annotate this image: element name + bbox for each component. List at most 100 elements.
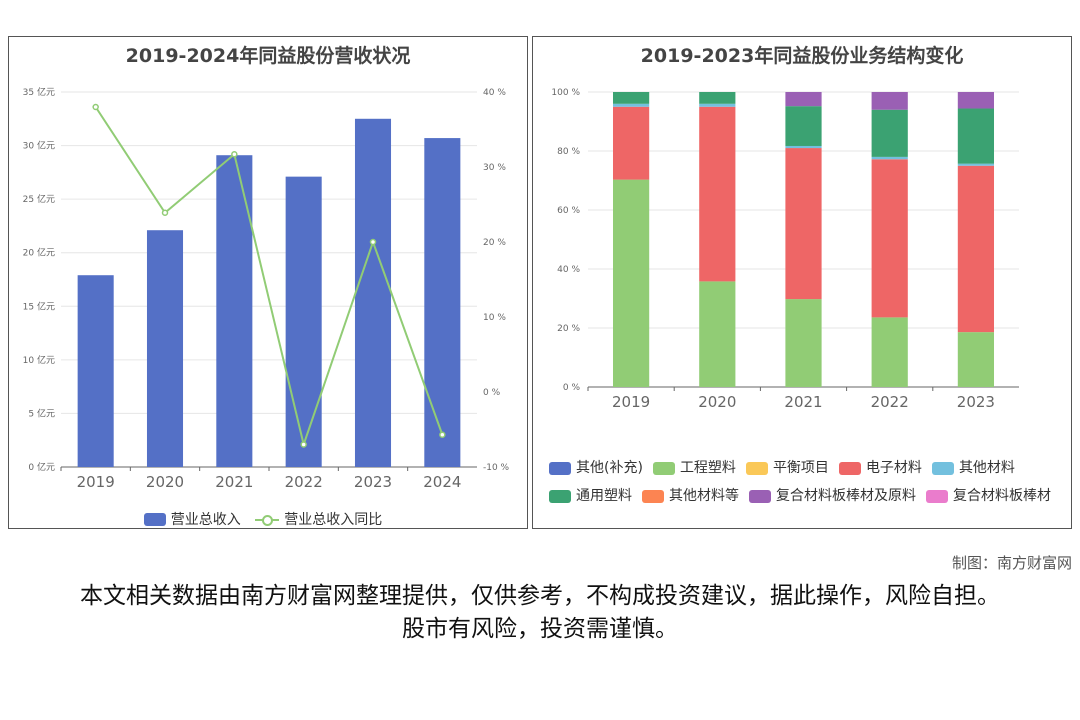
y-left-tick-label: 0 亿元 (28, 461, 55, 473)
legend-label: 电子材料 (865, 460, 922, 476)
legend-item[interactable]: 通用塑料 (549, 484, 632, 509)
stacked-bar-segment (699, 103, 736, 107)
revenue-chart-title: 2019-2024年同益股份营收状况 (125, 45, 411, 67)
legend-swatch (652, 462, 675, 475)
stacked-bar-segment (871, 317, 908, 387)
legend-swatch (926, 490, 948, 503)
legend-swatch (838, 462, 861, 475)
legend-item[interactable]: 平衡项目 (745, 456, 829, 481)
revenue-chart-legend: 营业总收入 营业总收入同比 (9, 509, 527, 530)
stacked-bar-segment (699, 281, 736, 387)
legend-swatch (549, 490, 571, 503)
y-tick-label: 100 % (551, 88, 580, 98)
y-tick-label: 60 % (557, 206, 580, 216)
y-left-tick-label: 25 亿元 (23, 193, 55, 205)
stacked-bar-segment (957, 165, 995, 333)
y-left-tick-label: 10 亿元 (23, 354, 55, 366)
stacked-bar-segment (785, 145, 822, 149)
legend-swatch-revenue-yoy (255, 513, 280, 526)
revenue-chart-panel: 2019-2024年同益股份营收状况 0 亿元 5 亿元 10 亿元 15 亿元 20 … (8, 36, 528, 529)
x-tick-label: 2021 (215, 473, 253, 491)
stacked-bar-segment (871, 92, 908, 110)
stacked-bar-segment (785, 148, 822, 300)
legend-label-revenue: 营业总收入 (170, 512, 241, 528)
stacked-bar-segment (871, 159, 908, 318)
x-tick-label: 2024 (423, 473, 461, 491)
y-left-tick-label: 35 亿元 (23, 86, 55, 98)
stacked-bar-segment (871, 156, 908, 160)
y-right-tick-label: 20 % (483, 238, 506, 248)
x-tick-label: 2021 (784, 393, 822, 411)
legend-item-revenue[interactable]: 营业总收入 (143, 509, 241, 529)
legend-item[interactable]: 其他(补充) (549, 456, 643, 481)
revenue-yoy-point (92, 103, 99, 111)
x-tick-label: 2019 (612, 393, 650, 411)
legend-swatch (549, 462, 571, 475)
stacked-bar-segment (612, 106, 650, 180)
stacked-bar-segment (785, 92, 822, 107)
legend-item[interactable]: 其他材料 (931, 456, 1015, 481)
y-right-tick-label: 10 % (483, 313, 506, 323)
y-right-tick-label: 0 % (483, 388, 501, 398)
legend-label: 其他材料 (958, 460, 1015, 476)
stacked-bar-segment (957, 332, 995, 387)
revenue-yoy-point (439, 431, 446, 438)
stacked-bar-segment (785, 106, 822, 146)
x-tick-label: 2022 (285, 473, 323, 491)
y-left-tick-label: 5 亿元 (28, 407, 55, 419)
stacked-bar-segment (699, 106, 736, 282)
legend-swatch (931, 462, 954, 475)
legend-label-revenue-yoy: 营业总收入同比 (284, 512, 383, 528)
legend-swatch-revenue (143, 512, 166, 526)
stacked-bar-segment (612, 92, 650, 104)
legend-item[interactable]: 复合材料板棒材 (926, 484, 1051, 509)
y-tick-label: 80 % (557, 147, 580, 157)
legend-label: 其他材料等 (669, 488, 739, 504)
legend-item-revenue-yoy[interactable]: 营业总收入同比 (255, 509, 382, 529)
stacked-bar-segment (785, 299, 822, 387)
y-left-tick-label: 15 亿元 (23, 300, 55, 312)
legend-item[interactable]: 其他材料等 (642, 484, 739, 509)
business-structure-chart-title: 2019-2023年同益股份业务结构变化 (640, 45, 964, 67)
revenue-yoy-line (94, 106, 444, 449)
revenue-bar (216, 155, 253, 467)
legend-label: 复合材料板棒材及原料 (776, 488, 916, 504)
chart-credit: 制图：南方财富网 (951, 554, 1072, 572)
stacked-bar-segment (699, 92, 736, 104)
stacked-bar-segment (871, 109, 908, 157)
y-right-tick-label: 30 % (483, 163, 506, 173)
legend-label: 通用塑料 (576, 488, 632, 504)
legend-label: 平衡项目 (772, 460, 829, 476)
legend-item[interactable]: 复合材料板棒材及原料 (749, 484, 916, 509)
x-tick-label: 2023 (354, 473, 392, 491)
revenue-yoy-point (231, 151, 238, 158)
y-right-tick-label: 40 % (483, 88, 506, 98)
x-tick-label: 2019 (77, 473, 115, 491)
business-structure-chart-legend: 其他(补充) 工程塑料 平衡项目 电子材料 其他材料通用塑料 其他材料等 复合材料板棒材及原… (549, 456, 1063, 512)
legend-swatch (642, 490, 664, 503)
x-tick-label: 2020 (698, 393, 736, 411)
y-left-tick-label: 30 亿元 (23, 140, 55, 152)
legend-swatch (745, 462, 768, 475)
y-tick-label: 0 % (563, 383, 581, 393)
revenue-bar (77, 275, 114, 467)
legend-item[interactable]: 工程塑料 (652, 456, 736, 481)
revenue-chart-svg: 0 亿元 5 亿元 10 亿元 15 亿元 20 亿元 25 亿元 30 亿元 35 亿元 -1… (23, 86, 510, 491)
revenue-yoy-point (300, 441, 307, 448)
revenue-bar (285, 176, 322, 467)
x-tick-label: 2022 (871, 393, 909, 411)
business-structure-chart-svg: 0 % 20 % 40 % 60 % 80 % 100 % 2019 2020 2021 2022… (551, 88, 1019, 411)
y-right-tick-label: -10 % (483, 463, 510, 473)
revenue-yoy-point (161, 209, 169, 216)
revenue-bar (424, 138, 461, 468)
y-tick-label: 20 % (557, 324, 580, 334)
legend-label: 复合材料板棒材 (953, 488, 1051, 504)
revenue-bar (146, 230, 184, 467)
disclaimer-text: 本文相关数据由南方财富网整理提供，仅供参考，不构成投资建议，据此操作，风险自担。… (80, 583, 1000, 642)
legend-label: 其他(补充) (576, 460, 643, 476)
stacked-bar-segment (957, 163, 995, 166)
revenue-bar (354, 118, 392, 468)
legend-item[interactable]: 电子材料 (838, 456, 922, 481)
stacked-bar-segment (957, 108, 995, 164)
y-tick-label: 40 % (557, 265, 580, 275)
